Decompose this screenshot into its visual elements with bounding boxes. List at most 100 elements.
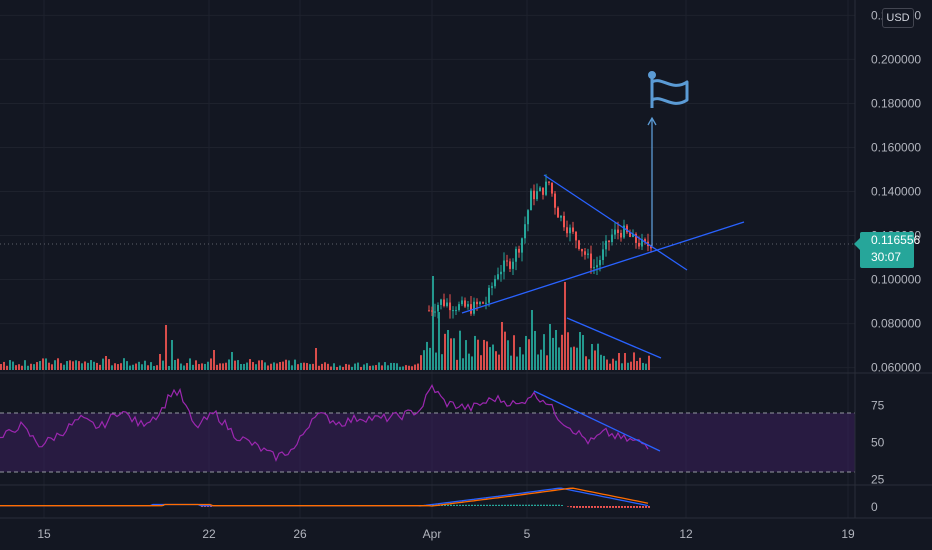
candle-body <box>443 299 445 306</box>
candle-body <box>539 187 541 192</box>
volume-bar <box>414 364 416 370</box>
macd-hist-bar <box>609 506 611 508</box>
volume-bar <box>360 366 362 370</box>
macd-hist-bar <box>537 504 539 506</box>
volume-bar <box>636 361 638 370</box>
volume-bar <box>93 361 95 370</box>
volume-bar <box>528 339 530 370</box>
candle-body <box>467 304 469 307</box>
macd-hist-bar <box>525 504 527 506</box>
rsi-pane[interactable] <box>0 372 932 473</box>
volume-bar <box>39 360 41 370</box>
volume-bar <box>522 354 524 370</box>
candle-body <box>644 239 646 242</box>
candle-body <box>626 225 628 233</box>
ascending-support-line[interactable] <box>461 221 745 314</box>
time-axis[interactable]: 15 22 26 Apr 5 12 19 <box>37 527 855 541</box>
volume-bar <box>27 365 29 370</box>
candle-body <box>590 253 592 269</box>
candle-body <box>476 301 478 305</box>
volume-bar <box>171 340 173 370</box>
candle-body <box>506 260 508 262</box>
volume-bar <box>282 361 284 370</box>
volume-bar <box>366 363 368 370</box>
volume-bar <box>597 343 599 370</box>
volume-bar <box>192 364 194 370</box>
volume-bar <box>9 360 11 370</box>
candle-body <box>596 265 598 268</box>
volume-bar <box>270 363 272 370</box>
volume-bar <box>42 358 44 370</box>
volume-bar <box>0 363 2 370</box>
candle-body <box>431 310 433 312</box>
volume-bar <box>498 354 500 370</box>
candle-body <box>593 267 595 269</box>
macd-hist-bar <box>561 504 563 506</box>
volume-bar <box>240 363 242 370</box>
volume-bar <box>405 365 407 370</box>
volume-bar <box>186 363 188 370</box>
candle-body <box>578 240 580 249</box>
candle-body <box>551 182 553 194</box>
volume-bar <box>471 356 473 370</box>
volume-bar <box>444 333 446 370</box>
candle-body <box>482 302 484 304</box>
volume-bar <box>588 359 590 370</box>
price-pane[interactable] <box>0 71 855 371</box>
macd-hist-bar <box>474 504 476 506</box>
rsi-axis[interactable]: 25 50 75 <box>871 399 885 487</box>
volume-bar <box>48 362 50 370</box>
volume-bar <box>90 360 92 370</box>
flag-icon[interactable] <box>648 71 689 109</box>
candle-body <box>557 207 559 218</box>
volume-downtrend-line[interactable] <box>566 317 662 359</box>
volume-bar <box>594 350 596 370</box>
rsi-trendline[interactable] <box>533 390 661 452</box>
volume-bar <box>24 360 26 370</box>
macd-pane[interactable] <box>0 484 932 508</box>
volume-bar <box>510 355 512 370</box>
rsi-tick-label: 25 <box>871 472 885 486</box>
volume-bar <box>630 361 632 370</box>
volume-bar <box>180 363 182 370</box>
volume-bar <box>291 365 293 370</box>
volume-bar <box>582 335 584 370</box>
macd-tick-label: 0 <box>871 500 878 514</box>
volume-bar <box>480 355 482 370</box>
candle-body <box>470 304 472 314</box>
volume-bar <box>111 365 113 370</box>
volume-bar <box>381 365 383 370</box>
volume-bar <box>600 354 602 370</box>
volume-bar <box>384 362 386 370</box>
macd-hist-bar <box>645 506 647 508</box>
descending-resistance-line[interactable] <box>543 174 688 271</box>
volume-bar <box>564 282 566 370</box>
candle-body <box>536 191 538 200</box>
volume-bar <box>126 361 128 370</box>
volume-bar <box>246 362 248 370</box>
macd-hist-bar <box>603 506 605 508</box>
volume-bar <box>327 363 329 370</box>
volume-bar <box>51 364 53 370</box>
volume-bar <box>81 363 83 370</box>
volume-bar <box>513 335 515 370</box>
volume-bar <box>120 363 122 370</box>
volume-bar <box>345 363 347 370</box>
volume-bar <box>648 355 650 370</box>
volume-bar <box>432 276 434 370</box>
candle-body <box>638 242 640 247</box>
candle-body <box>464 300 466 307</box>
currency-badge[interactable]: USD <box>882 8 914 28</box>
price-axis[interactable]: 0.0600000.0800000.1000000.1200000.140000… <box>871 8 921 374</box>
macd-hist-bar <box>450 504 452 506</box>
candle-body <box>542 187 544 195</box>
time-tick-label: 22 <box>202 527 216 541</box>
time-tick-label: 15 <box>37 527 51 541</box>
candle-body <box>629 232 631 237</box>
candle-body <box>509 261 511 269</box>
macd-hist-bar <box>498 504 500 506</box>
volume-bar <box>159 354 161 370</box>
macd-axis[interactable]: 0 <box>871 500 878 514</box>
volume-bar <box>411 366 413 370</box>
